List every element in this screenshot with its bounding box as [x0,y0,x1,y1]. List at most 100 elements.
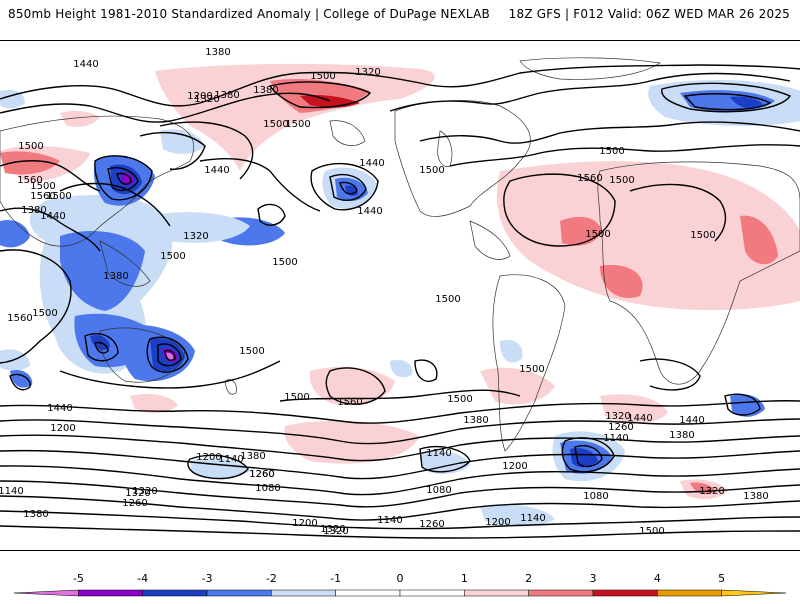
anomaly-patch [740,215,778,265]
contour-line [683,93,772,111]
contour-label: 1440 [679,415,704,426]
anomaly-patch [570,448,598,468]
contour-label: 1380 [240,451,265,462]
contour-line [0,418,800,445]
contour-label: 1500 [32,308,57,319]
contour-label: 1080 [426,485,451,496]
contour-line [199,158,321,212]
colorbar-tick-label: -3 [202,572,213,585]
contour-label: 1320 [194,94,219,105]
contour-label: 1560 [30,191,55,202]
contour-line [107,167,139,192]
contour-line [0,525,800,539]
contour-label: 1500 [284,392,309,403]
anomaly-patch [10,369,33,388]
contour-label: 1200 [485,517,510,528]
contour-label: 1500 [160,251,185,262]
contour-label: 1500 [585,229,610,240]
contour-label: 1380 [463,415,488,426]
contour-line [561,437,615,473]
contour-line [310,162,379,211]
anomaly-patch [600,394,668,424]
contour-line [503,173,616,247]
contour-label: 1140 [218,454,243,465]
contour-label: 1320 [605,411,630,422]
colorbar-segment [271,589,336,597]
colorbar-segment [206,589,272,597]
contour-label: 1320 [125,488,150,499]
colorbar: -5 -4 -3 -2 -1 0 1 2 3 4 5 [0,556,800,600]
contour-label: 1500 [447,394,472,405]
contour-label: 1200 [187,91,212,102]
contour-line [84,333,119,362]
anomaly-patch [60,231,145,311]
anomaly-patch [130,393,178,414]
anomaly-patch [150,212,250,243]
contour-label: 1500 [285,119,310,130]
contour-label: 1500 [272,257,297,268]
contour-label: 1440 [47,403,72,414]
anomaly-patch [0,89,25,109]
contour-line [59,360,281,389]
anomaly-patch [600,265,643,298]
contour-label: 1260 [249,469,274,480]
contour-label: 1440 [204,165,229,176]
contour-line [339,181,358,195]
contour-label: 1140 [603,433,628,444]
contour-label: 1560 [7,313,32,324]
contour-line [116,172,132,185]
contour-label: 1380 [21,205,46,216]
anomaly-patch [60,110,100,127]
contour-label: 1440 [357,206,382,217]
colorbar-segment [78,589,143,597]
contour-line [0,449,800,480]
contour-label: 1440 [359,158,384,169]
contour-label: 1200 [292,518,317,529]
colorbar-segment [335,589,401,597]
anomaly-patch [0,151,60,175]
colorbar-tick-label: -4 [137,572,148,585]
colorbar-tick-label: 0 [397,572,404,585]
contour-label: 1500 [18,141,43,152]
model-run-info: 18Z GFS | F012 Valid: 06Z WED MAR 26 202… [508,7,790,21]
contour-label: 1320 [323,526,348,537]
colorbar-tick-label: 5 [718,572,725,585]
contour-label: 1380 [103,271,128,282]
colorbar-segment [464,589,529,597]
contour-label: 1260 [122,498,147,509]
contour-label: 1320 [132,486,157,497]
contour-labels: 1440150013801320150015001440120013201380… [0,47,769,537]
contour-line [0,400,800,424]
contour-label: 1560 [337,397,362,408]
anomaly-patch [500,339,523,363]
contour-label: 1380 [205,47,230,58]
contour-line [724,393,761,416]
anomaly-patch [480,504,555,527]
coastlines [0,57,800,452]
colorbar-svg: -5 -4 -3 -2 -1 0 1 2 3 4 5 [13,572,787,597]
contour-line [94,341,109,354]
contour-label: 1080 [583,491,608,502]
contour-line [139,131,206,170]
contour-label: 1500 [609,175,634,186]
contour-line [0,434,800,462]
colorbar-segment [399,589,465,597]
contour-line [0,249,72,364]
contour-label: 1380 [253,85,278,96]
contour-label: 1500 [435,294,460,305]
negative-anomaly-shading [0,79,800,527]
colorbar-segment [657,589,722,597]
contour-label: 1500 [599,146,624,157]
contour-label: 1440 [73,59,98,70]
contour-line [449,144,800,167]
contour-label: 1500 [30,181,55,192]
contour-label: 1440 [627,413,652,424]
anomaly-patch [0,219,30,248]
contour-label: 1320 [355,67,380,78]
colorbar-tick-label: 1 [461,572,468,585]
contour-line [164,349,176,361]
contour-label: 1320 [320,524,345,535]
contour-label: 1560 [17,175,42,186]
contour-line [257,203,286,226]
contour-line [419,445,471,473]
